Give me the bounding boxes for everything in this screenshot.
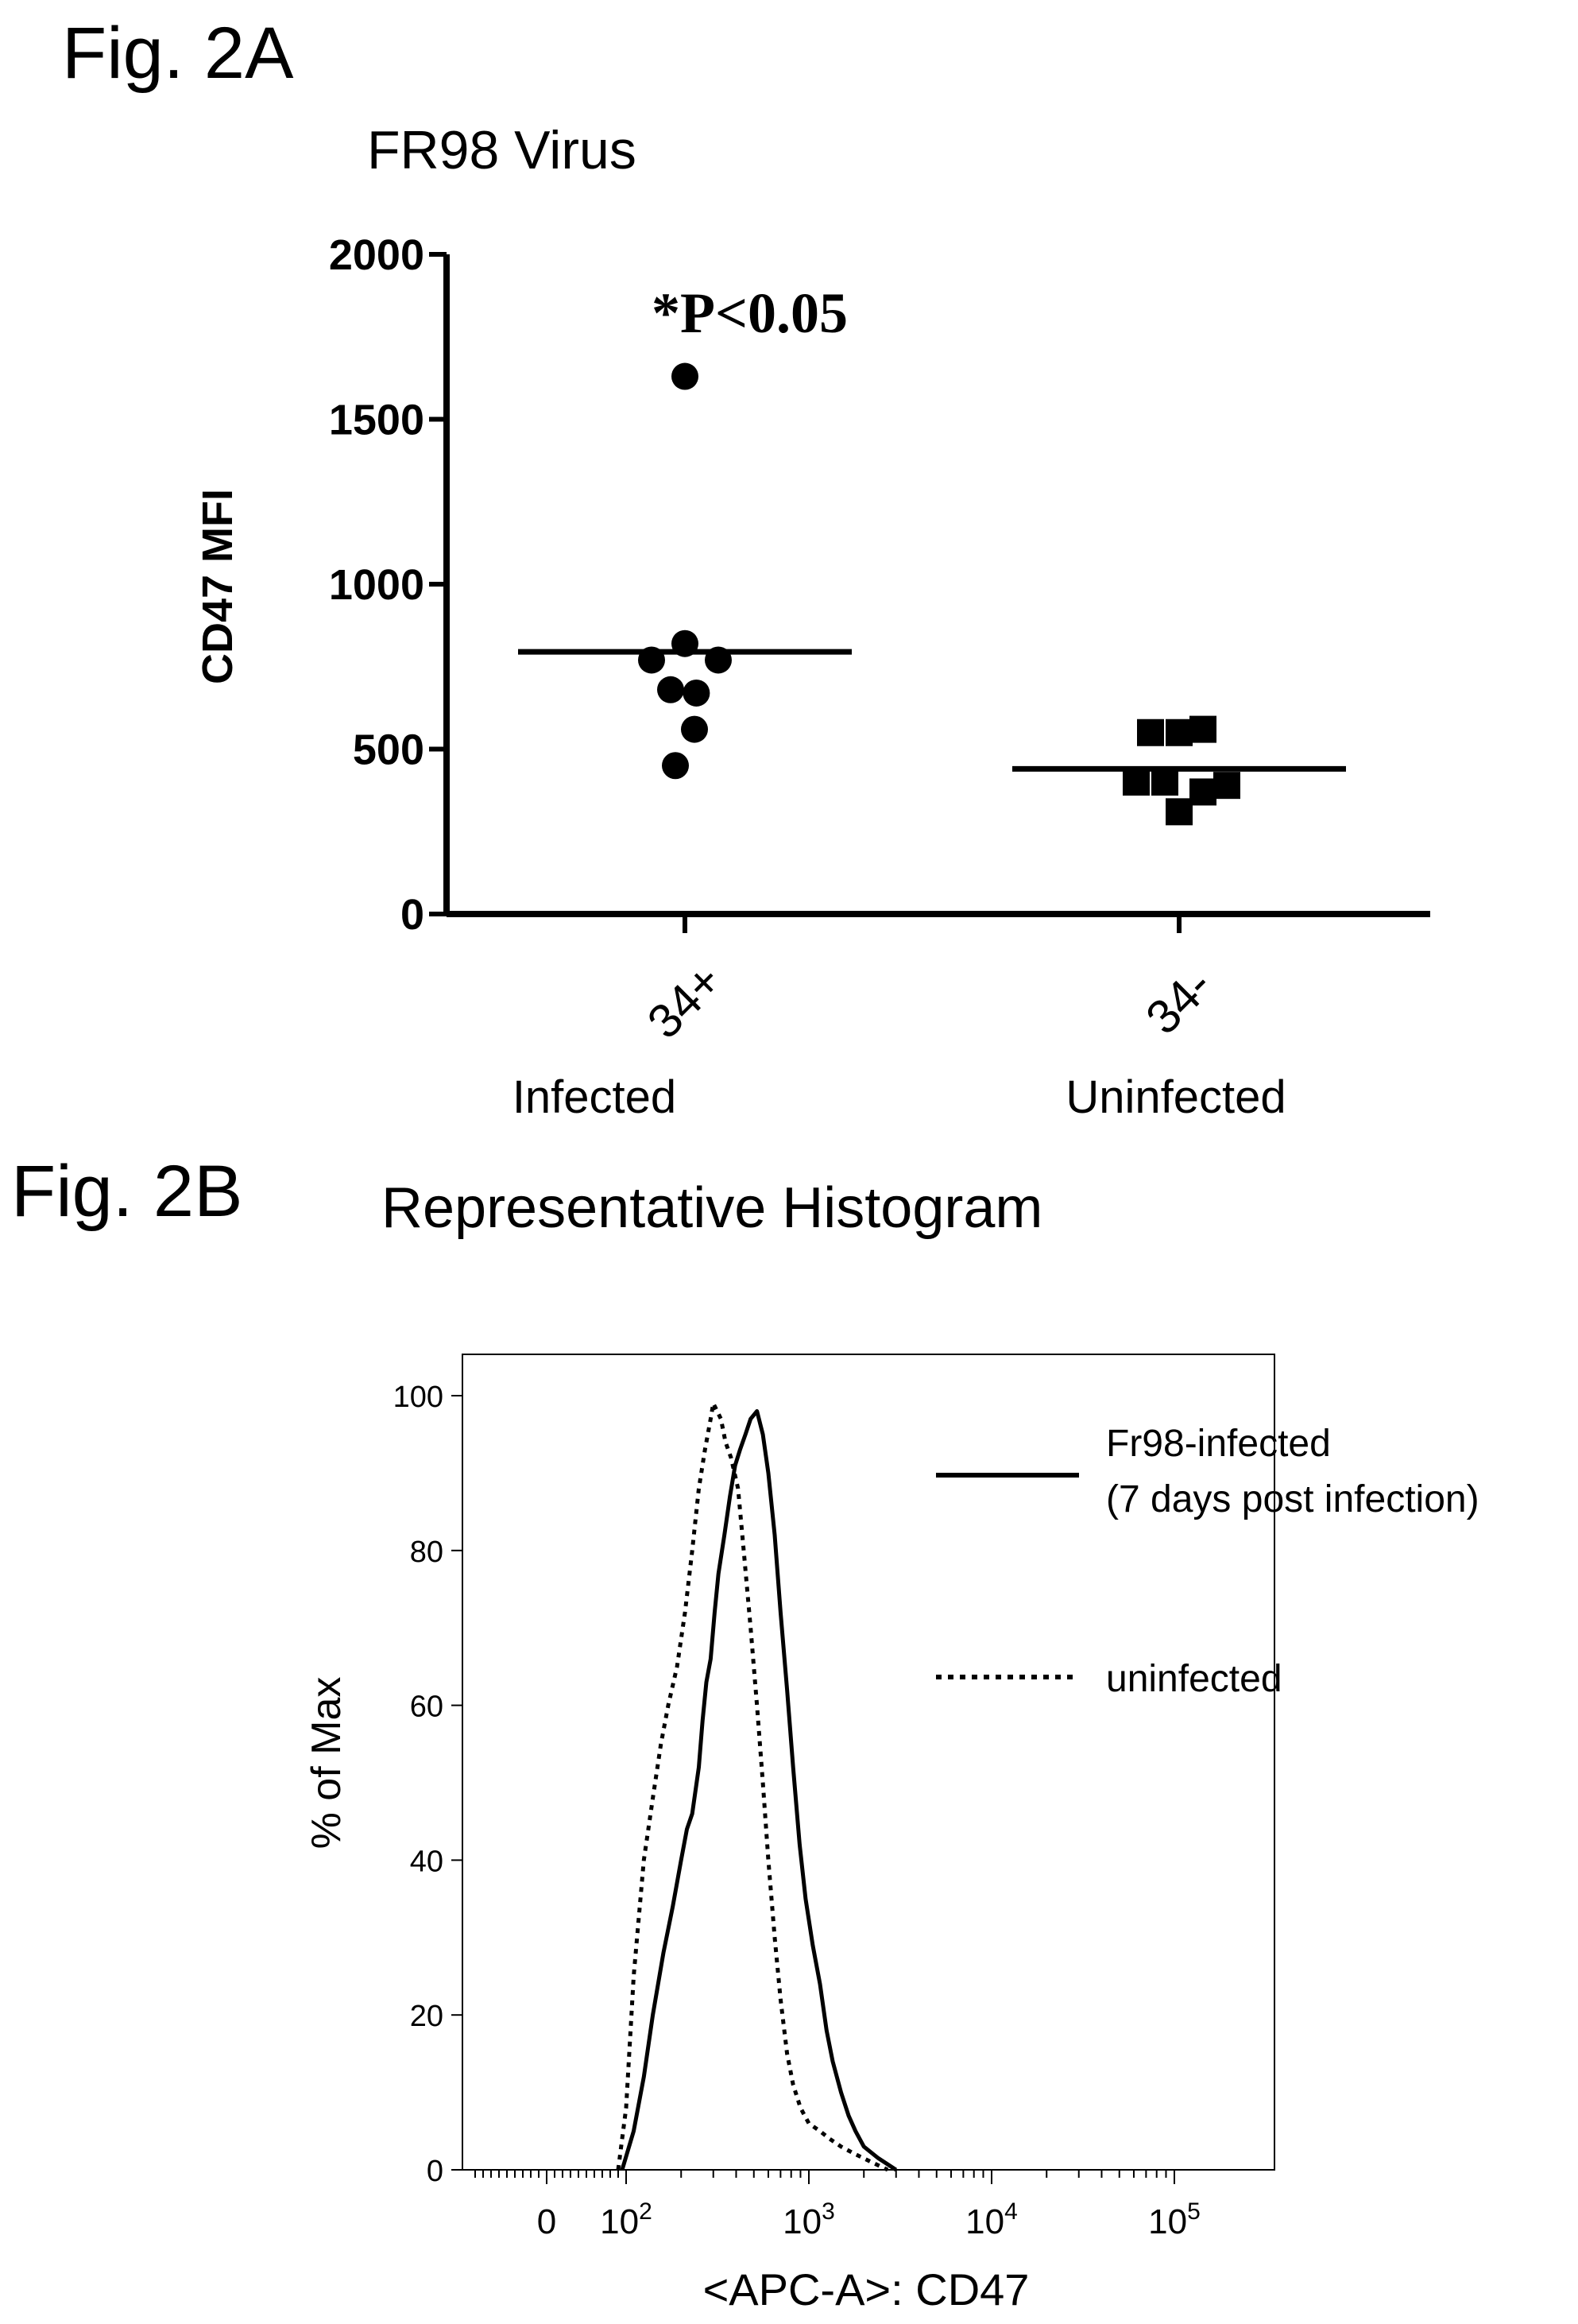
data-point-uninfected	[1189, 778, 1216, 806]
panel-a-mean-lines	[518, 649, 1346, 772]
histogram-plot-frame	[462, 1354, 1275, 2171]
x-tick-label: 103	[783, 2198, 835, 2241]
data-point-uninfected	[1123, 769, 1150, 796]
y-tick-label: 500	[353, 726, 424, 774]
x-tick-label: 104	[965, 2198, 1018, 2241]
y-tick-label: 0	[427, 2155, 443, 2188]
legend-entry-text: uninfected	[1106, 1658, 1282, 1700]
data-point-uninfected	[1189, 715, 1216, 743]
data-point-uninfected	[1151, 769, 1178, 796]
x-category-label: 34+	[637, 954, 732, 1048]
x-tick-exponent: 3	[822, 2198, 835, 2225]
panel-a-title: FR98 Virus	[367, 120, 636, 180]
data-point-infected	[681, 715, 708, 743]
panel-b: Fig. 2B Representative Histogram % of Ma…	[11, 1151, 1479, 2314]
panel-a-axes	[443, 254, 1430, 917]
x-tick-base: 10	[783, 2202, 822, 2241]
y-tick-label: 60	[410, 1691, 443, 1724]
curve-fr98-infected	[620, 1409, 898, 2172]
histogram-x-ticks: 0 102 103 104 105	[537, 2170, 1201, 2241]
x-tick-base: 10	[1148, 2202, 1187, 2241]
data-point-infected	[662, 752, 689, 780]
x-tick-exponent: 2	[639, 2198, 652, 2225]
histogram-x-minor-ticks	[474, 2170, 1167, 2178]
x-tick-exponent: 5	[1187, 2198, 1201, 2225]
y-tick-label: 2000	[329, 231, 424, 279]
data-point-uninfected	[1166, 719, 1193, 746]
panel-a-y-ticks: 0 500 1000 1500 2000	[329, 231, 447, 939]
x-tick-label: 102	[600, 2198, 652, 2241]
data-point-infected	[683, 679, 710, 707]
histogram-curves	[616, 1401, 898, 2172]
data-point-uninfected	[1137, 719, 1164, 746]
histogram-x-axis-label: <APC-A>: CD47	[703, 2264, 1030, 2314]
significance-annotation: *P<0.05	[652, 281, 848, 345]
data-point-uninfected	[1166, 798, 1193, 826]
fig-2a-label: Fig. 2A	[62, 13, 294, 94]
x-tick-label: 0	[537, 2202, 556, 2241]
x-category-label: 34-	[1135, 958, 1222, 1044]
x-tick-base: 10	[965, 2202, 1004, 2241]
panel-a-y-axis-label: CD47 MFI	[194, 489, 242, 684]
y-tick-label: 1500	[329, 397, 424, 444]
panel-b-title: Representative Histogram	[381, 1176, 1042, 1240]
group-label-uninfected: Uninfected	[1066, 1071, 1286, 1123]
histogram-y-axis-label: % of Max	[304, 1677, 350, 1850]
y-tick-label: 100	[393, 1381, 443, 1414]
panel-a-x-categories: 34+ 34-	[637, 914, 1222, 1048]
curve-uninfected	[616, 1401, 889, 2172]
data-point-infected	[671, 362, 698, 390]
panel-a: Fig. 2A FR98 Virus *P<0.05 CD47 MFI 0 500…	[62, 13, 1430, 1123]
group-label-infected: Infected	[512, 1071, 676, 1123]
data-point-uninfected	[1213, 772, 1240, 800]
x-tick-exponent: 4	[1004, 2198, 1018, 2225]
x-tick-base: 10	[600, 2202, 639, 2241]
y-tick-label: 20	[410, 2000, 443, 2033]
y-tick-label: 80	[410, 1536, 443, 1569]
y-tick-label: 0	[400, 891, 424, 939]
y-tick-label: 40	[410, 1845, 443, 1878]
panel-a-data-points	[638, 362, 1240, 826]
y-tick-label: 1000	[329, 561, 424, 609]
histogram-y-ticks: 0 20 40 60 80 100	[393, 1381, 462, 2188]
fig-2b-label: Fig. 2B	[11, 1151, 242, 1232]
legend-entry-text: (7 days post infection)	[1106, 1478, 1479, 1520]
data-point-infected	[657, 676, 684, 703]
x-tick-base: 0	[537, 2202, 556, 2241]
legend-entry-text: Fr98-infected	[1106, 1423, 1331, 1465]
x-tick-label: 105	[1148, 2198, 1201, 2241]
histogram-legend: Fr98-infected (7 days post infection) unin…	[936, 1423, 1479, 1700]
